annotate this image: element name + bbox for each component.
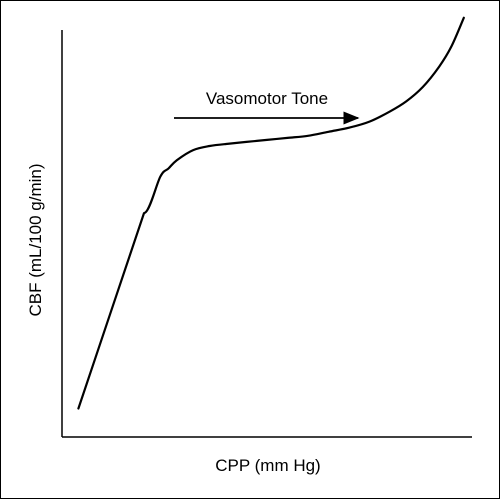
series-line: [77, 16, 465, 410]
annotation-label: Vasomotor Tone: [206, 89, 328, 108]
x-axis-label: CPP (mm Hg): [215, 456, 320, 475]
y-axis-label: CBF (mL/100 g/min): [26, 163, 45, 316]
